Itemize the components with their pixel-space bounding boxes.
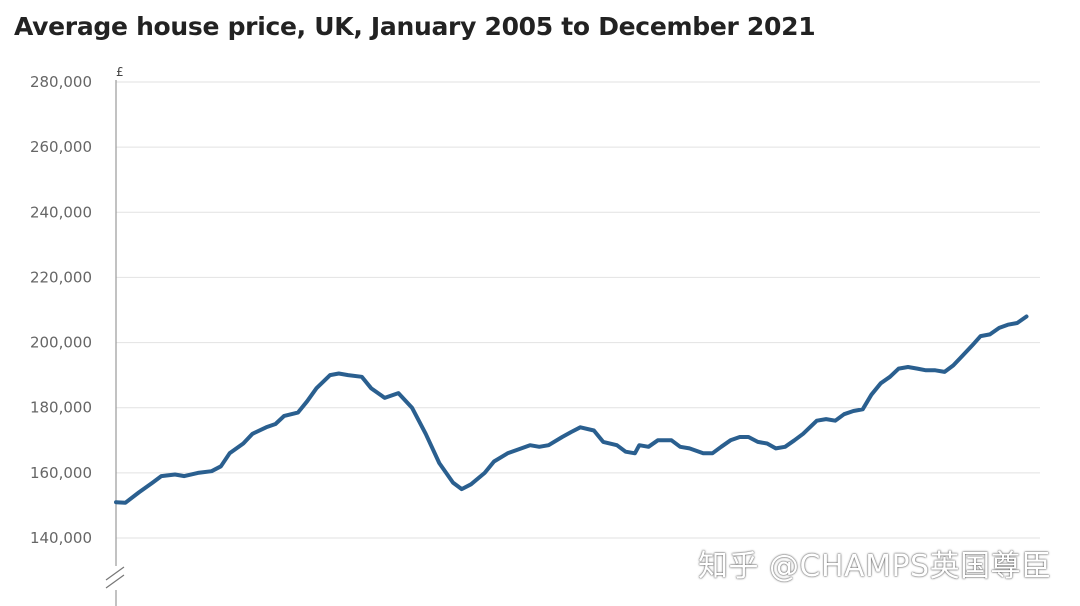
y-tick-label: 160,000 — [30, 464, 92, 482]
y-tick-label: 140,000 — [30, 529, 92, 547]
y-tick-label: 260,000 — [30, 138, 92, 156]
gridlines — [116, 81, 1040, 539]
y-tick-label: 200,000 — [30, 334, 92, 352]
series-line — [114, 314, 1029, 505]
y-tick-label: 220,000 — [30, 268, 92, 286]
y-axis-unit-label: £ — [116, 65, 124, 79]
y-tick-label: 180,000 — [30, 399, 92, 417]
axis-break-marker — [105, 566, 125, 589]
chart-title: Average house price, UK, January 2005 to… — [14, 12, 816, 41]
y-tick-label: 240,000 — [30, 203, 92, 221]
y-tick-label: 280,000 — [30, 73, 92, 91]
y-axis: 140,000 160,000 180,000 200,000 220,000 240,0… — [30, 73, 117, 606]
watermark: 知乎 @CHAMPS英国尊臣 — [698, 549, 1052, 584]
